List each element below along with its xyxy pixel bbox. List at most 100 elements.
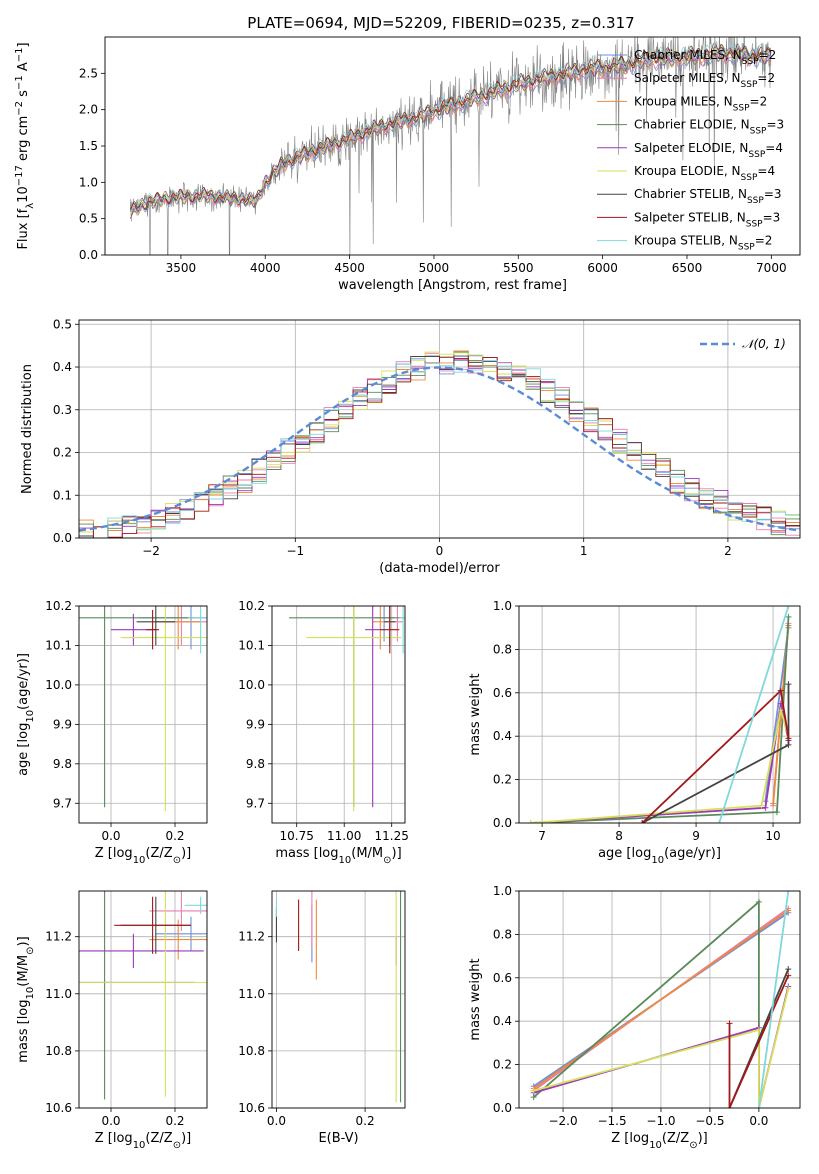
legend-entry: Salpeter ELODIE, NSSP=4 [634, 141, 783, 160]
weight-marker [755, 1026, 762, 1033]
axis-label: (data-model)/error [379, 561, 500, 576]
chart-residuals: −2 −1 0 1 2 0.0 0.1 0.2 0.3 0.4 0.5 (data-model)/er… [20, 317, 801, 576]
x-tick-label: 0.2 [165, 829, 184, 843]
model-fit-line [129, 44, 772, 212]
axis-label: Z [log10(Z/Z⊙)] [611, 1131, 707, 1151]
weight-marker [773, 809, 780, 816]
legend-entry: Kroupa ELODIE, NSSP=4 [634, 164, 775, 183]
legend-entry: Salpeter MILES, NSSP=2 [634, 71, 775, 90]
y-tick-label: 0.2 [53, 446, 72, 460]
x-tick-label: 1 [580, 544, 588, 558]
weight-marker [762, 804, 769, 811]
weight-marker [777, 687, 784, 694]
x-tick-label: 7000 [756, 261, 787, 275]
axes-frame [271, 605, 406, 824]
x-tick-label: 11.25 [375, 829, 409, 843]
weight-marker [785, 966, 792, 973]
y-tick-label: 9.7 [53, 796, 72, 810]
y-tick-label: 1.5 [79, 139, 98, 153]
chart-weight-vs-age: 7 8 9 10 0.0 0.2 0.4 0.6 0.8 1.0 age [log10(age/yr… [468, 599, 801, 866]
x-tick-label: 0.0 [749, 1114, 768, 1128]
legend-entry: Salpeter STELIB, NSSP=3 [634, 210, 780, 229]
axis-label: Normed distribution [20, 364, 35, 494]
y-tick-label: 0.0 [493, 816, 512, 830]
axes-frame [104, 36, 801, 256]
axis-label: mass weight [468, 673, 483, 755]
x-tick-label: 9 [692, 829, 700, 843]
plot-area [289, 606, 405, 812]
y-tick-label: 0.8 [493, 927, 512, 941]
axes-frame [78, 890, 208, 1109]
weight-marker [785, 972, 792, 979]
chart-mass-vs-EBV: 0.0 0.2 10.6 10.8 11.0 11.2 E(B-V) [238, 890, 406, 1146]
weight-marker [726, 1020, 733, 1027]
axis-label: mass weight [468, 958, 483, 1040]
y-tick-label: 10.6 [238, 1101, 265, 1115]
x-tick-label: 7 [538, 829, 546, 843]
legend-entry: Chabrier STELIB, NSSP=3 [634, 187, 782, 206]
axis-label: age [log10(age/yr)] [598, 846, 721, 866]
axis-label: mass [log10(M/M⊙)] [275, 846, 401, 866]
x-tick-label: 0 [436, 544, 444, 558]
y-tick-label: 0.0 [493, 1101, 512, 1115]
x-tick-label: 4000 [250, 261, 281, 275]
chart-age-vs-mass: 10.75 11.00 11.25 9.7 9.8 9.9 10.0 10.1 10.2 mass… [238, 599, 409, 866]
axes-frame [271, 890, 406, 1109]
legend-entry: Kroupa STELIB, NSSP=2 [634, 234, 772, 253]
weight-marker [785, 735, 792, 742]
legend-entry: 𝒩(0, 1) [742, 337, 786, 351]
plot-area [79, 606, 207, 812]
y-tick-label: 10.6 [45, 1101, 72, 1115]
y-tick-label: 11.2 [238, 930, 265, 944]
y-tick-label: 0.5 [53, 317, 72, 331]
x-tick-label: 5000 [419, 261, 450, 275]
weight-marker [785, 681, 792, 688]
weight-line [764, 627, 790, 802]
x-tick-label: 8 [615, 829, 623, 843]
y-tick-label: 0.5 [79, 212, 98, 226]
axis-label: Z [log10(Z/Z⊙)] [95, 846, 191, 866]
legend-entry: Chabrier MILES, NSSP=2 [634, 48, 776, 67]
chart-age-vs-Z: 0.0 0.2 9.7 9.8 9.9 10.0 10.1 10.2 Z [log10(Z/Z⊙… [16, 599, 208, 866]
weight-line [533, 988, 790, 1108]
normal-reference-curve [79, 366, 798, 532]
weight-line [718, 606, 790, 823]
axis-label: Flux [fλ10−17 erg cm−2 s−1 A−1] [14, 42, 36, 249]
y-tick-label: 11.2 [45, 930, 72, 944]
x-tick-label: 6000 [587, 261, 618, 275]
y-tick-label: 2.0 [79, 103, 98, 117]
axis-label: E(B-V) [318, 1131, 358, 1146]
x-tick-label: 5500 [503, 261, 534, 275]
chart-spectrum: 3500 4000 4500 5000 5500 6000 6500 7000 0.0 0.5 1.… [14, 36, 801, 293]
x-tick-label: 0.0 [101, 829, 120, 843]
x-tick-label: 0.2 [356, 1114, 375, 1128]
y-tick-label: 10.8 [238, 1044, 265, 1058]
axes-frame [78, 319, 801, 539]
axis-label: Z [log10(Z/Z⊙)] [95, 1131, 191, 1151]
y-tick-label: 0.3 [53, 403, 72, 417]
y-tick-label: 9.7 [246, 796, 265, 810]
weight-marker [785, 891, 792, 894]
weight-line [533, 909, 789, 1090]
x-tick-label: 0.2 [165, 1114, 184, 1128]
y-tick-label: 9.9 [53, 717, 72, 731]
x-tick-label: −1.0 [646, 1114, 675, 1128]
y-tick-label: 2.5 [79, 66, 98, 80]
chart-weight-vs-Z: −2.0 −1.5 −1.0 −0.5 0.0 0.0 0.2 0.4 0.6 0.8 1.0 Z [… [468, 884, 801, 1151]
y-tick-label: 11.0 [45, 987, 72, 1001]
weight-marker [770, 800, 777, 807]
y-tick-label: 0.0 [53, 531, 72, 545]
y-tick-label: 1.0 [79, 175, 98, 189]
y-tick-label: 10.1 [238, 638, 265, 652]
weight-marker [755, 898, 762, 905]
legend-entry: Chabrier ELODIE, NSSP=3 [634, 118, 784, 137]
x-tick-label: 6500 [672, 261, 703, 275]
y-tick-label: 0.0 [79, 248, 98, 262]
axes-frame [78, 605, 208, 824]
y-tick-label: 10.0 [238, 678, 265, 692]
legend-entry: Kroupa MILES, NSSP=2 [634, 94, 767, 113]
x-tick-label: 3500 [166, 261, 197, 275]
x-tick-label: 4500 [334, 261, 365, 275]
x-tick-label: −1 [286, 544, 304, 558]
x-tick-label: 0.0 [267, 1114, 286, 1128]
